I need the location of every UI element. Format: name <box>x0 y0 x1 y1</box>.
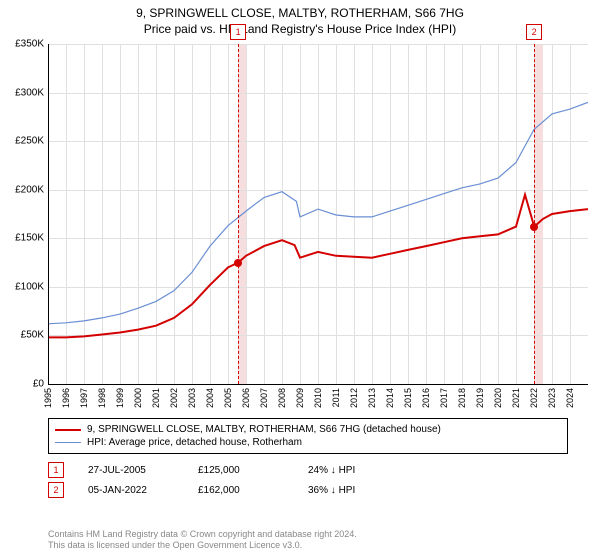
xtick-label: 2019 <box>475 388 485 408</box>
xtick-label: 1997 <box>79 388 89 408</box>
series-line-property_price <box>48 195 588 338</box>
ytick-label: £200K <box>0 184 44 195</box>
xtick-label: 2008 <box>277 388 287 408</box>
event-dot <box>234 259 242 267</box>
chart-svg <box>48 44 588 384</box>
event-row-1: 1 27-JUL-2005 £125,000 24% ↓ HPI <box>48 462 428 478</box>
xtick-label: 2015 <box>403 388 413 408</box>
xtick-label: 2018 <box>457 388 467 408</box>
xtick-label: 2010 <box>313 388 323 408</box>
xtick-label: 2022 <box>529 388 539 408</box>
xtick-label: 2017 <box>439 388 449 408</box>
xtick-label: 2013 <box>367 388 377 408</box>
footer-line-2: This data is licensed under the Open Gov… <box>48 540 357 552</box>
xtick-label: 2021 <box>511 388 521 408</box>
xtick-label: 2011 <box>331 388 341 407</box>
ytick-label: £100K <box>0 281 44 292</box>
xtick-label: 2006 <box>241 388 251 408</box>
ytick-label: £50K <box>0 330 44 341</box>
event-diff-2: 36% ↓ HPI <box>308 485 428 496</box>
legend-swatch-hpi <box>55 442 81 443</box>
ytick-label: £250K <box>0 136 44 147</box>
event-date-2: 05-JAN-2022 <box>88 485 198 496</box>
event-diff-1: 24% ↓ HPI <box>308 465 428 476</box>
xtick-label: 2007 <box>259 388 269 408</box>
series-line-hpi <box>48 102 588 323</box>
xtick-label: 1998 <box>97 388 107 408</box>
legend-label-property: 9, SPRINGWELL CLOSE, MALTBY, ROTHERHAM, … <box>87 424 441 435</box>
event-marker-box: 2 <box>526 24 542 40</box>
chart-title-sub: Price paid vs. HM Land Registry's House … <box>0 20 600 36</box>
xtick-label: 2000 <box>133 388 143 408</box>
xtick-label: 2009 <box>295 388 305 408</box>
xtick-label: 1996 <box>61 388 71 408</box>
footer-line-1: Contains HM Land Registry data © Crown c… <box>48 529 357 541</box>
xtick-label: 2005 <box>223 388 233 408</box>
ytick-label: £150K <box>0 233 44 244</box>
event-date-1: 27-JUL-2005 <box>88 465 198 476</box>
legend-label-hpi: HPI: Average price, detached house, Roth… <box>87 437 302 448</box>
event-price-1: £125,000 <box>198 465 308 476</box>
event-dot <box>530 223 538 231</box>
legend-item-hpi: HPI: Average price, detached house, Roth… <box>55 436 561 449</box>
chart-title-address: 9, SPRINGWELL CLOSE, MALTBY, ROTHERHAM, … <box>0 0 600 20</box>
xtick-label: 2020 <box>493 388 503 408</box>
event-line <box>534 44 535 384</box>
chart-container: 9, SPRINGWELL CLOSE, MALTBY, ROTHERHAM, … <box>0 0 600 560</box>
events-table: 1 27-JUL-2005 £125,000 24% ↓ HPI 2 05-JA… <box>48 462 428 502</box>
legend-item-property: 9, SPRINGWELL CLOSE, MALTBY, ROTHERHAM, … <box>55 423 561 436</box>
event-marker-box: 1 <box>230 24 246 40</box>
xtick-label: 2014 <box>385 388 395 408</box>
x-axis <box>48 384 588 385</box>
event-line <box>238 44 239 384</box>
xtick-label: 2001 <box>151 388 161 408</box>
xtick-label: 1995 <box>43 388 53 408</box>
event-marker-2: 2 <box>48 482 64 498</box>
ytick-label: £0 <box>0 379 44 390</box>
legend-swatch-property <box>55 429 81 431</box>
xtick-label: 2004 <box>205 388 215 408</box>
xtick-label: 2003 <box>187 388 197 408</box>
ytick-label: £300K <box>0 87 44 98</box>
chart-footer: Contains HM Land Registry data © Crown c… <box>48 529 357 552</box>
xtick-label: 2002 <box>169 388 179 408</box>
event-price-2: £162,000 <box>198 485 308 496</box>
event-marker-1: 1 <box>48 462 64 478</box>
xtick-label: 2016 <box>421 388 431 408</box>
chart-legend: 9, SPRINGWELL CLOSE, MALTBY, ROTHERHAM, … <box>48 418 568 454</box>
ytick-label: £350K <box>0 39 44 50</box>
xtick-label: 1999 <box>115 388 125 408</box>
xtick-label: 2023 <box>547 388 557 408</box>
event-row-2: 2 05-JAN-2022 £162,000 36% ↓ HPI <box>48 482 428 498</box>
y-axis <box>48 44 49 384</box>
xtick-label: 2012 <box>349 388 359 408</box>
xtick-label: 2024 <box>565 388 575 408</box>
chart-plot-area: £0£50K£100K£150K£200K£250K£300K£350K 199… <box>48 44 588 404</box>
